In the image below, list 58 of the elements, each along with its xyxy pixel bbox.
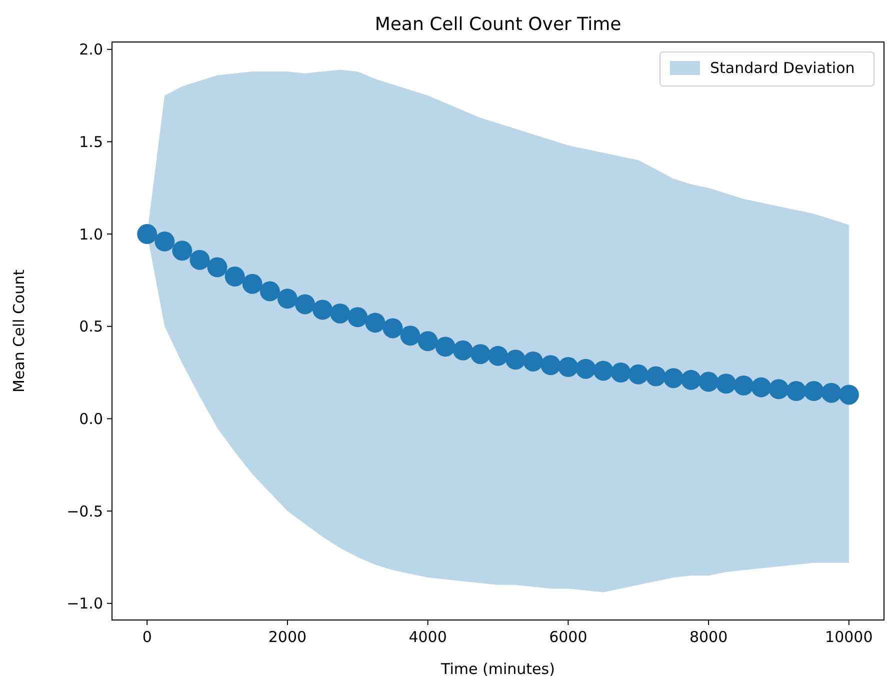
- point: [786, 381, 806, 402]
- point: [716, 374, 736, 394]
- point: [523, 351, 544, 372]
- point: [646, 366, 666, 386]
- point: [768, 379, 789, 400]
- point: [435, 336, 456, 357]
- point: [751, 377, 772, 398]
- y-axis-title: Mean Cell Count: [10, 269, 28, 392]
- point: [137, 224, 158, 244]
- y-tick-label: 2.0: [79, 40, 103, 59]
- x-tick-label: 6000: [549, 628, 588, 646]
- x-tick-label: 10000: [825, 628, 873, 646]
- point: [154, 231, 175, 252]
- point: [506, 350, 526, 370]
- point: [681, 370, 701, 390]
- point: [470, 344, 490, 364]
- point: [558, 357, 578, 378]
- x-tick-label: 0: [142, 628, 152, 646]
- y-tick-label: −0.5: [66, 502, 103, 520]
- y-tick-label: 0.5: [79, 318, 103, 336]
- point: [593, 360, 614, 381]
- point: [365, 312, 386, 333]
- x-tick-label: 8000: [689, 628, 728, 646]
- point: [698, 372, 719, 392]
- point: [207, 257, 228, 278]
- x-axis-title: Time (minutes): [440, 660, 555, 678]
- point: [418, 331, 438, 352]
- point: [628, 364, 648, 384]
- point: [190, 250, 210, 270]
- point: [172, 240, 192, 261]
- point: [330, 303, 350, 324]
- y-tick-label: −1.0: [66, 594, 103, 613]
- point: [224, 266, 245, 287]
- point: [663, 368, 684, 388]
- point: [804, 381, 824, 402]
- point: [382, 318, 403, 338]
- chart-title: Mean Cell Count Over Time: [374, 14, 622, 35]
- point: [242, 274, 262, 294]
- point: [838, 384, 859, 405]
- point: [488, 346, 508, 366]
- point: [576, 358, 596, 379]
- x-tick-label: 4000: [408, 628, 447, 646]
- point: [312, 300, 333, 320]
- point: [400, 326, 420, 346]
- y-tick-label: 0.0: [79, 410, 103, 428]
- point: [452, 340, 473, 360]
- point: [277, 288, 298, 309]
- point: [540, 355, 561, 376]
- point: [348, 307, 368, 328]
- y-tick-label: 1.0: [79, 225, 103, 244]
- point: [821, 382, 842, 403]
- x-tick-label: 2000: [268, 628, 307, 646]
- y-tick-label: 1.5: [79, 132, 103, 151]
- point: [734, 375, 754, 396]
- legend-label: Standard Deviation: [710, 59, 855, 77]
- point: [260, 281, 280, 302]
- point: [295, 294, 315, 314]
- point: [610, 362, 631, 383]
